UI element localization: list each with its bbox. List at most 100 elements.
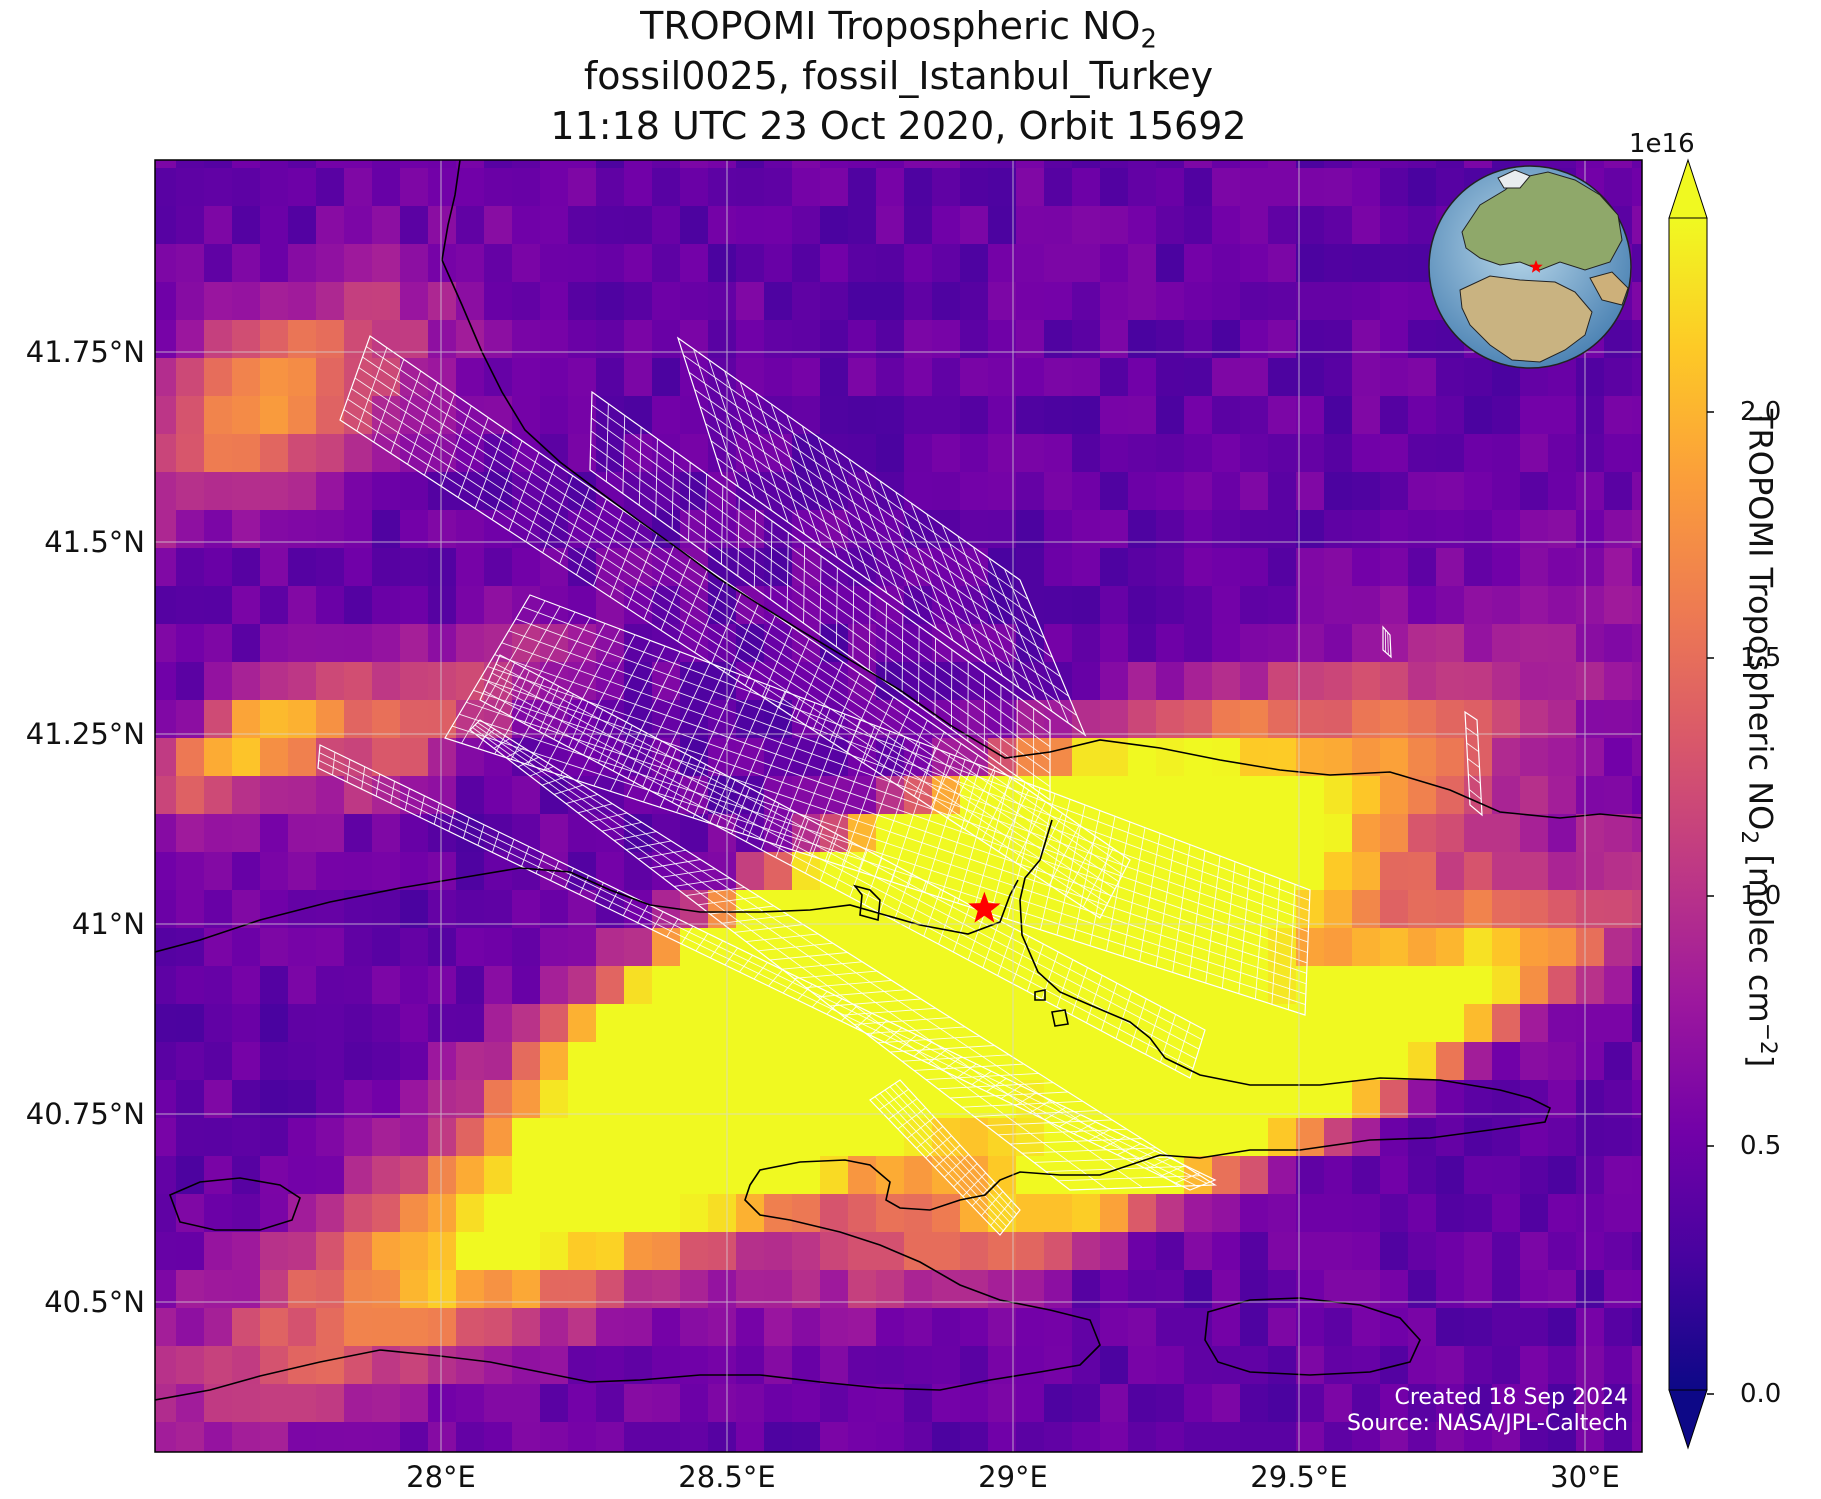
no2-pixel [400, 1308, 429, 1347]
no2-pixel [1464, 1270, 1493, 1309]
no2-pixel [1520, 510, 1549, 549]
no2-pixel [1492, 776, 1521, 815]
no2-pixel [120, 852, 149, 891]
no2-pixel [456, 358, 485, 397]
no2-pixel [344, 928, 373, 967]
no2-pixel [1268, 168, 1297, 207]
map-title-line3: 11:18 UTC 23 Oct 2020, Orbit 15692 [550, 104, 1247, 148]
no2-pixel [876, 1194, 905, 1233]
no2-pixel [876, 434, 905, 473]
no2-pixel [1352, 928, 1381, 967]
no2-pixel [540, 160, 569, 169]
no2-pixel [372, 1346, 401, 1385]
no2-pixel [1128, 1384, 1157, 1423]
no2-pixel [120, 282, 149, 321]
plume-gridline [564, 868, 574, 888]
no2-pixel [1268, 282, 1297, 321]
no2-pixel [1016, 1384, 1045, 1423]
no2-pixel [1324, 510, 1353, 549]
no2-pixel [1576, 1270, 1605, 1309]
no2-pixel [1436, 1270, 1465, 1309]
no2-pixel [1632, 966, 1642, 1005]
no2-pixel [484, 282, 513, 321]
no2-pixel [1604, 1422, 1633, 1452]
no2-pixel [568, 966, 597, 1005]
no2-pixel [1632, 160, 1642, 169]
no2-pixel [400, 928, 429, 967]
no2-pixel [540, 320, 569, 359]
no2-pixel [820, 358, 849, 397]
no2-pixel [1436, 1156, 1465, 1195]
plume-gridline [404, 788, 410, 811]
no2-pixel [904, 396, 933, 435]
no2-pixel [1576, 1080, 1605, 1119]
no2-pixel [316, 358, 345, 397]
no2-pixel [1548, 966, 1577, 1005]
plume-gridline [952, 904, 971, 953]
no2-pixel [1240, 1080, 1269, 1119]
no2-pixel [1604, 1270, 1633, 1309]
no2-pixel [1324, 206, 1353, 245]
no2-pixel [260, 244, 289, 283]
no2-pixel [372, 160, 401, 169]
no2-pixel [1632, 1194, 1642, 1233]
no2-pixel [624, 1004, 653, 1043]
no2-pixel [1492, 1156, 1521, 1195]
no2-pixel [988, 396, 1017, 435]
no2-pixel [1016, 510, 1045, 549]
plume-gridline [688, 371, 1037, 620]
no2-pixel [1408, 1346, 1437, 1385]
no2-pixel [232, 1194, 261, 1233]
no2-pixel [288, 852, 317, 891]
cb-label-post: ] [1741, 1054, 1780, 1068]
no2-pixel [1352, 168, 1381, 207]
no2-pixel [260, 966, 289, 1005]
no2-pixel [540, 282, 569, 321]
no2-pixel [1604, 1156, 1633, 1195]
no2-pixel [680, 966, 709, 1005]
no2-pixel [1576, 966, 1605, 1005]
no2-pixel [848, 1270, 877, 1309]
no2-pixel [1604, 548, 1633, 587]
no2-pixel [960, 396, 989, 435]
coastlines [155, 160, 1642, 1401]
no2-pixel [624, 1422, 653, 1452]
no2-pixel [1352, 586, 1381, 625]
no2-pixel [1044, 1042, 1073, 1081]
no2-pixel [260, 776, 289, 815]
plume-gridline [1131, 1150, 1156, 1163]
no2-pixel [988, 168, 1017, 207]
no2-pixel [1156, 700, 1185, 739]
no2-pixel [1212, 700, 1241, 739]
no2-pixel [960, 282, 989, 321]
no2-pixel [372, 738, 401, 777]
no2-pixel [1464, 1194, 1493, 1233]
no2-pixel [344, 472, 373, 511]
no2-pixel [736, 320, 765, 359]
no2-pixel [568, 396, 597, 435]
no2-pixel [1296, 1156, 1325, 1195]
no2-pixel [400, 282, 429, 321]
no2-pixel [155, 472, 177, 511]
no2-pixel [456, 586, 485, 625]
no2-pixel [596, 160, 625, 169]
no2-pixel [1240, 1194, 1269, 1233]
no2-pixel [1100, 1194, 1129, 1233]
no2-pixel [260, 358, 289, 397]
no2-pixel [204, 1080, 233, 1119]
plume-gridline [849, 850, 868, 898]
plume-gridline [899, 1034, 917, 1050]
no2-pixel [792, 776, 821, 815]
plume-gridline [1160, 1165, 1186, 1177]
no2-pixel [1184, 1422, 1213, 1452]
no2-pixel [904, 1232, 933, 1271]
no2-pixel [204, 1118, 233, 1157]
no2-pixel [1100, 320, 1129, 359]
no2-pixel [932, 966, 961, 1005]
no2-pixel [456, 168, 485, 207]
no2-pixel [932, 1308, 961, 1347]
lat-label: 40.5°N [44, 1285, 145, 1319]
no2-pixel [288, 624, 317, 663]
no2-pixel [428, 738, 457, 777]
no2-pixel [1156, 776, 1185, 815]
